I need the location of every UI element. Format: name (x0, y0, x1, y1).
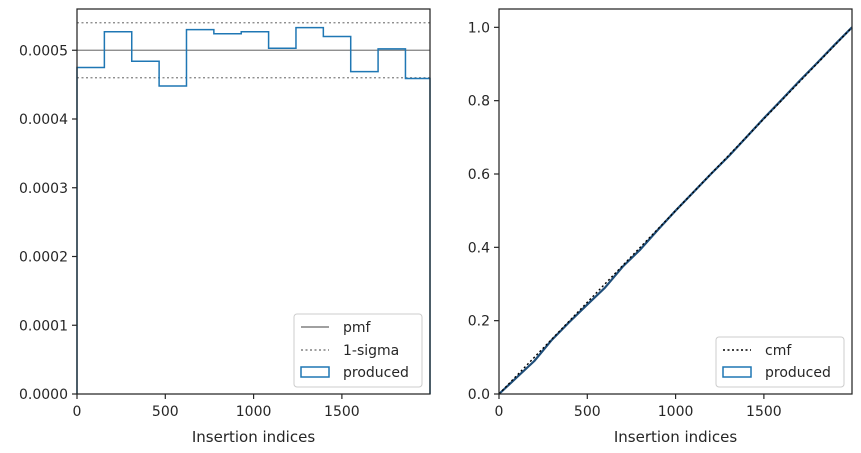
left-chart-marks (76, 22, 431, 394)
left-y-axis: 0.0000 0.0001 0.0002 0.0003 0.0004 0.0005 (19, 43, 77, 403)
pmf-histogram-panel: 0.0000 0.0001 0.0002 0.0003 0.0004 0.0005 0 50… (19, 8, 431, 446)
x-tick-label: 0 (495, 404, 504, 420)
produced-step-histogram (76, 26, 431, 394)
legend-sigma-label: 1-sigma (343, 343, 399, 359)
x-tick-label: 0 (73, 404, 82, 420)
cmf-panel: 0.0 0.2 0.4 0.6 0.8 1.0 0 500 1000 1500 Insertio… (468, 8, 853, 446)
y-tick-label: 0.8 (468, 94, 490, 110)
y-tick-label: 0.0001 (19, 318, 68, 334)
left-x-axis: 0 500 1000 1500 (73, 394, 360, 420)
y-tick-label: 0.0002 (19, 250, 68, 266)
right-legend: cmf produced (715, 336, 845, 388)
legend-pmf-label: pmf (343, 320, 372, 336)
legend-produced-label-left: produced (343, 365, 409, 381)
y-tick-label: 0.0004 (19, 112, 68, 128)
right-x-axis-label: Insertion indices (614, 428, 737, 446)
x-tick-label: 1500 (324, 404, 360, 420)
cmf-line (498, 26, 853, 395)
y-tick-label: 0.6 (468, 167, 490, 183)
right-legend-box (715, 336, 845, 388)
right-chart-marks (498, 26, 853, 395)
plot-area-right (499, 9, 852, 394)
right-y-axis: 0.0 0.2 0.4 0.6 0.8 1.0 (468, 20, 499, 403)
left-legend: pmf 1-sigma produced (293, 313, 423, 388)
plot-frame-left (76, 8, 431, 395)
x-tick-label: 500 (152, 404, 179, 420)
y-tick-label: 0.2 (468, 314, 490, 330)
x-tick-label: 1500 (746, 404, 782, 420)
left-x-axis-label: Insertion indices (192, 428, 315, 446)
y-tick-label: 1.0 (468, 20, 490, 36)
y-tick-label: 0.4 (468, 240, 490, 256)
y-tick-label: 0.0003 (19, 181, 68, 197)
legend-produced-label-right: produced (765, 365, 831, 381)
legend-produced-swatch-right (722, 366, 752, 378)
legend-cmf-label: cmf (765, 343, 792, 359)
x-tick-label: 1000 (658, 404, 694, 420)
legend-produced-swatch-left (300, 366, 330, 378)
y-tick-label: 0.0000 (19, 387, 68, 403)
y-tick-label: 0.0 (468, 387, 490, 403)
x-tick-label: 1000 (236, 404, 272, 420)
y-tick-label: 0.0005 (19, 43, 68, 59)
x-tick-label: 500 (574, 404, 601, 420)
left-legend-box (293, 313, 423, 388)
right-x-axis: 0 500 1000 1500 (495, 394, 782, 420)
plot-frame-right (498, 8, 853, 395)
